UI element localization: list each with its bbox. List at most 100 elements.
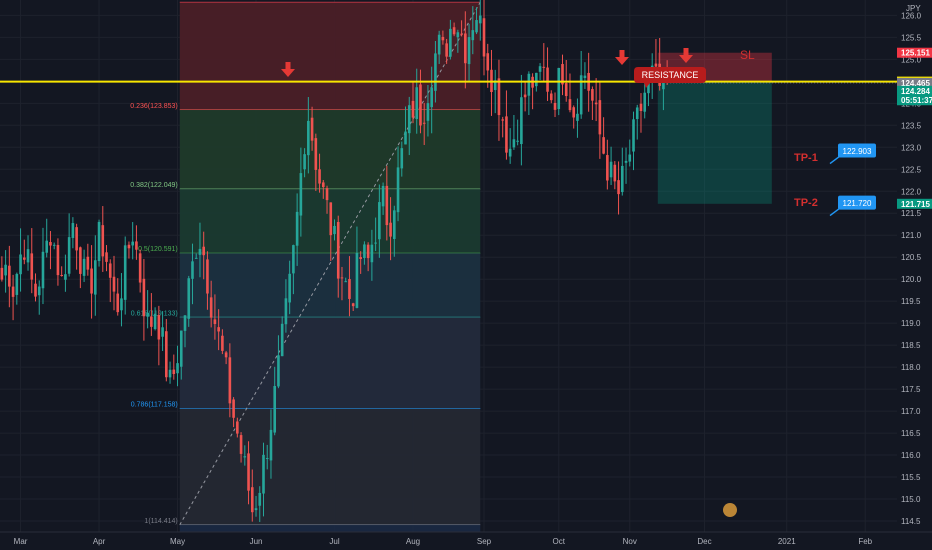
- price-tag-4: [897, 95, 932, 106]
- candle-body: [624, 160, 628, 163]
- candle-body: [329, 202, 333, 236]
- position-zones[interactable]: [657, 52, 772, 204]
- candle-body: [165, 331, 168, 378]
- time-tick-label: Jun: [250, 537, 263, 546]
- candle-body: [236, 421, 239, 434]
- candle-body: [176, 363, 179, 374]
- candle-body: [437, 34, 441, 55]
- time-axis[interactable]: Mar Apr May Jun Jul Aug Sep Oct Nov Dec 2021 Feb: [0, 531, 932, 550]
- candle-body: [19, 254, 22, 275]
- fibonacci-retracement[interactable]: 0.236(123.853) 0.382(122.049) 0.5(120.591)…: [130, 1, 481, 532]
- candle-body: [422, 122, 426, 124]
- candle-body: [340, 277, 344, 279]
- currency-label: JPY: [906, 4, 921, 13]
- candle-body: [374, 242, 377, 244]
- candle-body: [150, 316, 153, 327]
- fib-zone-0.382: [179, 109, 481, 190]
- candle-body: [497, 78, 501, 116]
- candle-body: [93, 260, 97, 295]
- candle-body: [153, 313, 157, 330]
- time-axis-bg: [0, 532, 932, 550]
- resistance-label: RESISTANCE: [642, 70, 699, 80]
- candle-body: [486, 53, 490, 71]
- price-tag-label: 124.284: [901, 87, 930, 96]
- candle-body: [576, 113, 579, 121]
- candle-body: [41, 251, 45, 289]
- candle-body: [198, 248, 202, 255]
- candle-body: [404, 131, 407, 145]
- candle-body: [370, 244, 374, 263]
- price-tag-2: [897, 77, 932, 88]
- candle-body: [389, 222, 392, 237]
- candle-body: [131, 241, 134, 246]
- candle-body: [187, 278, 191, 319]
- candle-body: [64, 274, 67, 280]
- candle-body: [79, 247, 82, 274]
- candle-body: [336, 222, 340, 279]
- price-lines: [0, 80, 897, 84]
- price-tick-label: 114.5: [901, 517, 921, 526]
- time-tick-label: Nov: [623, 537, 637, 546]
- candle-body: [535, 72, 538, 87]
- time-tick-label: Jul: [329, 537, 339, 546]
- candle-body: [572, 107, 576, 118]
- tp2-callout-box: [838, 195, 876, 210]
- candle-body: [501, 119, 505, 121]
- candle-body: [49, 242, 52, 246]
- candle-body: [105, 252, 108, 262]
- candle-body: [262, 454, 265, 494]
- time-tick-label: May: [170, 537, 185, 546]
- candle-body: [333, 225, 336, 235]
- candle-body: [250, 487, 254, 513]
- candle-body: [385, 185, 389, 226]
- candle-body: [520, 97, 523, 145]
- candle-body: [639, 103, 643, 112]
- fib-zone-below: [179, 524, 481, 532]
- time-tick-label: Oct: [553, 537, 566, 546]
- price-tick-label: 119.5: [901, 297, 921, 306]
- candle-body: [161, 327, 164, 337]
- candle-body: [411, 100, 415, 118]
- candle-body: [464, 33, 467, 64]
- candle-body: [56, 244, 60, 276]
- take-profit-zone[interactable]: [657, 81, 772, 204]
- candle-body: [505, 116, 508, 153]
- candle-body: [284, 298, 288, 325]
- candle-body: [419, 84, 422, 126]
- candle-body: [400, 148, 404, 169]
- candle-body: [135, 241, 138, 250]
- candle-body: [549, 93, 553, 101]
- fib-label-0.236: 0.236(123.853): [130, 103, 177, 110]
- time-tick-label: Dec: [697, 537, 711, 546]
- candle-body: [643, 92, 647, 112]
- candle-body: [258, 492, 262, 506]
- candle-body: [415, 87, 419, 119]
- candles: [0, 0, 669, 522]
- candle-body: [8, 265, 11, 287]
- candle-body: [355, 252, 359, 308]
- fib-label-0.5: 0.5(120.591): [138, 246, 178, 253]
- candle-body: [434, 53, 437, 91]
- candle-body: [97, 221, 101, 262]
- down-arrow-icon: [281, 62, 295, 77]
- candle-body: [191, 261, 194, 279]
- candle-body: [288, 273, 291, 303]
- candle-body: [273, 386, 277, 433]
- candle-body: [512, 139, 516, 148]
- candle-body: [542, 66, 546, 68]
- candle-body: [280, 323, 284, 357]
- price-tick-label: 122.5: [901, 165, 922, 174]
- candle-body: [449, 28, 452, 57]
- candle-body: [363, 244, 366, 259]
- candle-body: [265, 458, 269, 460]
- candle-body: [583, 75, 587, 79]
- candle-body: [617, 180, 620, 195]
- time-tick-label: Sep: [477, 537, 492, 546]
- candle-body: [295, 211, 299, 246]
- candle-body: [239, 435, 243, 454]
- price-tag-label: 121.715: [901, 200, 930, 209]
- candle-body: [516, 140, 519, 142]
- candle-body: [292, 245, 295, 274]
- down-arrow-icon: [679, 48, 693, 63]
